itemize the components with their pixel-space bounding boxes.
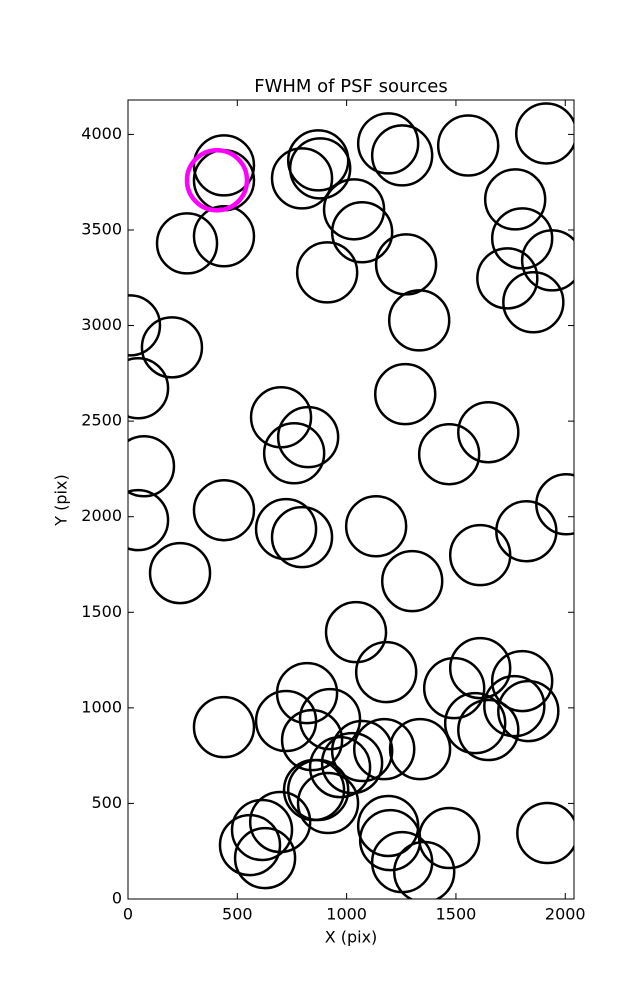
source-circle <box>535 473 574 536</box>
x-tick-label: 0 <box>123 905 133 924</box>
source-circle <box>490 649 554 713</box>
source-circle <box>282 758 346 822</box>
x-tick-label: 1000 <box>326 905 367 924</box>
source-circle <box>457 400 520 464</box>
source-circle <box>322 178 386 241</box>
source-circle <box>417 806 481 870</box>
source-circle <box>356 112 420 175</box>
y-tick-label: 4000 <box>81 124 122 143</box>
y-tick-label: 3000 <box>81 315 122 334</box>
y-tick-label: 0 <box>112 889 122 908</box>
source-circle <box>308 735 372 799</box>
source-circle <box>483 674 546 738</box>
source-circle <box>192 134 256 197</box>
source-circle <box>254 689 318 753</box>
source-circle <box>374 233 438 296</box>
x-axis-label: X (pix) <box>325 928 378 947</box>
source-circle <box>270 505 334 569</box>
plot-frame <box>127 99 575 900</box>
source-circle <box>358 808 422 872</box>
source-circle <box>320 731 384 795</box>
source-circle <box>233 826 297 890</box>
x-tick-label: 1500 <box>436 905 477 924</box>
source-circle <box>417 422 481 486</box>
source-circle <box>388 717 452 781</box>
source-circle <box>370 124 434 187</box>
source-circle <box>218 813 282 877</box>
source-circle <box>295 241 359 304</box>
y-tick-label: 1500 <box>81 602 122 621</box>
source-circle <box>436 114 500 177</box>
source-circle <box>344 495 408 558</box>
chart-title: FWHM of PSF sources <box>254 76 448 97</box>
source-circle <box>148 541 212 605</box>
source-circle <box>502 270 565 334</box>
source-circle <box>128 488 170 552</box>
source-circle <box>155 212 219 275</box>
source-circle <box>443 691 507 755</box>
source-circle <box>288 137 352 200</box>
y-tick-label: 2000 <box>81 506 122 525</box>
source-circle <box>192 478 256 542</box>
x-tick-label: 500 <box>222 905 253 924</box>
source-circle <box>270 147 334 210</box>
source-circle <box>330 719 394 783</box>
source-circle <box>254 497 318 561</box>
source-circle <box>249 386 313 449</box>
source-circle <box>422 656 486 720</box>
plot-area <box>128 102 574 899</box>
source-circle <box>352 717 416 781</box>
source-circle <box>448 636 512 700</box>
source-circle <box>483 168 547 231</box>
source-circle <box>262 421 326 485</box>
source-circle <box>192 205 256 268</box>
source-circle <box>192 695 256 759</box>
source-circle <box>140 316 204 379</box>
source-circle <box>514 102 574 165</box>
source-circle <box>356 794 420 858</box>
source-circle <box>373 362 437 426</box>
source-circle <box>280 708 344 772</box>
source-circle <box>457 698 520 762</box>
source-circle <box>330 201 394 264</box>
source-circle <box>276 405 340 469</box>
y-tick-label: 2500 <box>81 411 122 430</box>
source-circle <box>380 549 444 613</box>
source-circle <box>298 687 362 751</box>
source-circle <box>128 434 176 498</box>
source-circle <box>324 600 388 664</box>
source-circle <box>497 679 560 743</box>
source-circle <box>128 294 162 357</box>
y-axis-label: Y (pix) <box>52 474 71 526</box>
source-circle <box>354 640 418 704</box>
source-circle <box>296 771 360 835</box>
source-circle <box>476 247 539 310</box>
y-tick-label: 3500 <box>81 219 122 238</box>
y-tick-label: 500 <box>91 793 122 812</box>
source-circle <box>520 229 574 292</box>
source-circle <box>516 801 574 865</box>
source-circle <box>495 499 558 563</box>
source-circle <box>448 523 512 587</box>
source-circle <box>128 357 170 420</box>
source-circle <box>230 798 294 862</box>
highlight-circle <box>184 148 250 213</box>
source-circle <box>387 289 451 352</box>
x-tick-label: 2000 <box>545 905 586 924</box>
source-circle <box>392 840 456 899</box>
y-tick-label: 1000 <box>81 697 122 716</box>
